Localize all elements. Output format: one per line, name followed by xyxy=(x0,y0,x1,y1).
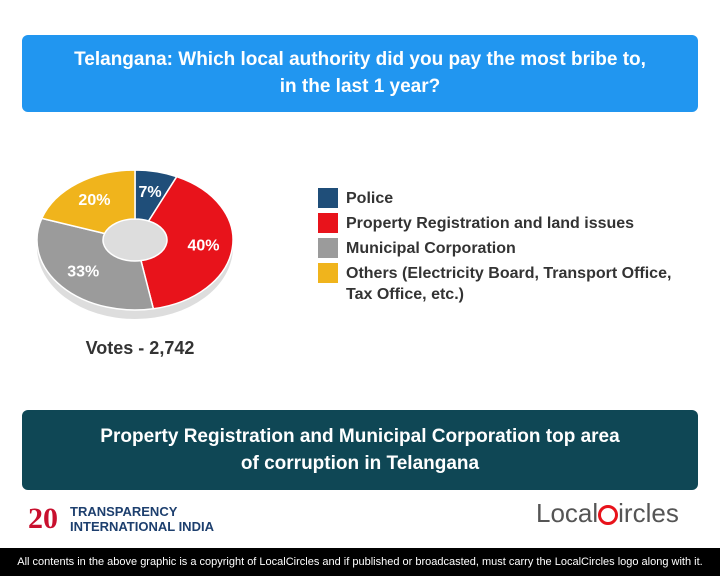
logo-text: Local xyxy=(536,498,599,528)
value-label: 20% xyxy=(78,192,110,209)
donut-chart: 7% 40% 33% 20% xyxy=(36,169,234,319)
votes-label: Votes - 2,742 xyxy=(85,338,195,358)
title-line: in the last 1 year? xyxy=(279,76,441,97)
legend-swatch xyxy=(318,238,338,258)
footer: All contents in the above graphic is a c… xyxy=(0,548,720,576)
legend-swatch xyxy=(318,263,338,283)
conclusion-line: Property Registration and Municipal Corp… xyxy=(100,426,620,447)
value-label: 7% xyxy=(138,184,161,201)
localcircles-logo: Local ircles xyxy=(536,498,679,529)
legend-item: Others (Electricity Board, Transport Off… xyxy=(318,263,698,305)
legend-label: Others (Electricity Board, Transport Off… xyxy=(346,265,672,303)
logo-text: ircles xyxy=(618,498,679,528)
question-banner: Telangana: Which local authority did you… xyxy=(22,35,698,112)
ti-logo: 20 TRANSPARENCY INTERNATIONAL INDIA xyxy=(28,502,214,536)
ti-badge: 20 xyxy=(28,502,58,535)
conclusion-line: of corruption in Telangana xyxy=(240,453,480,474)
legend-item: Police xyxy=(318,188,698,209)
legend-item: Property Registration and land issues xyxy=(318,213,698,234)
slice xyxy=(40,169,136,235)
legend-item: Municipal Corporation xyxy=(318,238,698,259)
legend-label: Police xyxy=(346,190,394,207)
legend-label: Property Registration and land issues xyxy=(346,215,635,232)
value-label: 40% xyxy=(187,237,219,254)
title-line: Telangana: Which local authority did you… xyxy=(74,49,646,70)
legend-label: Municipal Corporation xyxy=(346,240,516,257)
value-label: 33% xyxy=(67,263,99,280)
slice xyxy=(140,175,234,310)
legend-swatch xyxy=(318,188,338,208)
conclusion-banner: Property Registration and Municipal Corp… xyxy=(22,410,698,490)
ti-name-line: TRANSPARENCY xyxy=(70,504,178,519)
legend-swatch xyxy=(318,213,338,233)
legend: Police Property Registration and land iss… xyxy=(318,188,698,309)
ti-name-line: INTERNATIONAL INDIA xyxy=(70,519,214,534)
logo-ring xyxy=(598,505,619,525)
ti-name: TRANSPARENCY INTERNATIONAL INDIA xyxy=(70,504,214,534)
slice xyxy=(36,217,155,311)
